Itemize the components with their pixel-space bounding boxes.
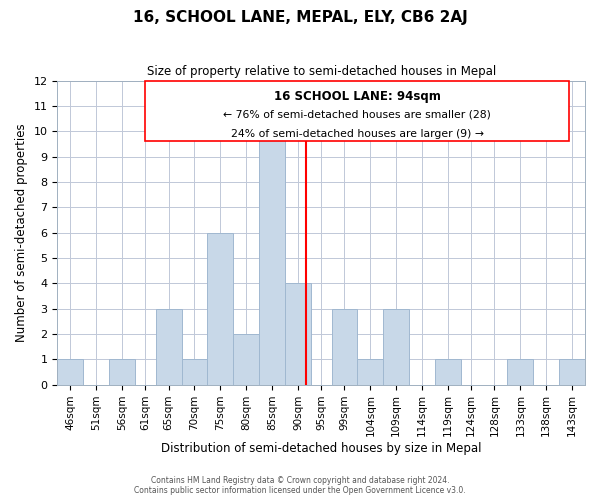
Bar xyxy=(332,308,358,384)
Bar xyxy=(109,360,135,384)
Bar xyxy=(559,360,585,384)
Text: 16 SCHOOL LANE: 94sqm: 16 SCHOOL LANE: 94sqm xyxy=(274,90,441,103)
FancyBboxPatch shape xyxy=(145,80,569,142)
Bar xyxy=(508,360,533,384)
Text: 16, SCHOOL LANE, MEPAL, ELY, CB6 2AJ: 16, SCHOOL LANE, MEPAL, ELY, CB6 2AJ xyxy=(133,10,467,25)
Bar xyxy=(285,283,311,384)
Y-axis label: Number of semi-detached properties: Number of semi-detached properties xyxy=(15,124,28,342)
Bar xyxy=(233,334,259,384)
Text: ← 76% of semi-detached houses are smaller (28): ← 76% of semi-detached houses are smalle… xyxy=(223,110,491,120)
Text: Contains HM Land Registry data © Crown copyright and database right 2024.
Contai: Contains HM Land Registry data © Crown c… xyxy=(134,476,466,495)
Bar xyxy=(259,131,285,384)
Bar xyxy=(182,360,208,384)
Title: Size of property relative to semi-detached houses in Mepal: Size of property relative to semi-detach… xyxy=(146,65,496,78)
Bar xyxy=(155,308,182,384)
Bar xyxy=(383,308,409,384)
Bar xyxy=(58,360,83,384)
Bar xyxy=(435,360,461,384)
Text: 24% of semi-detached houses are larger (9) →: 24% of semi-detached houses are larger (… xyxy=(231,128,484,138)
X-axis label: Distribution of semi-detached houses by size in Mepal: Distribution of semi-detached houses by … xyxy=(161,442,481,455)
Bar xyxy=(358,360,383,384)
Bar xyxy=(208,232,233,384)
